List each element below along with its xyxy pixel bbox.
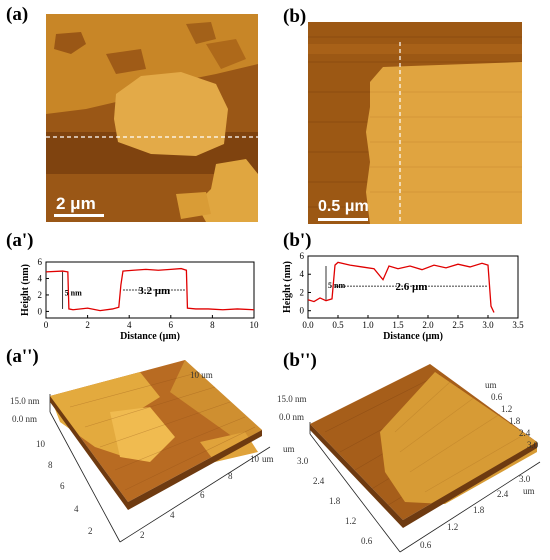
x-tick-label: 4 (127, 320, 132, 330)
panel-label-b-dprime: (b'') (283, 350, 317, 371)
back-tick-b: 1.2 (501, 404, 512, 414)
width-label: 2.6 μm (396, 281, 428, 293)
y-tick-label: 4 (38, 273, 43, 283)
y-tick-label: 2 (38, 290, 43, 300)
y-tick-label: 0 (38, 306, 43, 316)
axis2-tick-b: 0.6 (420, 540, 432, 550)
axis1-tick-b: 1.8 (329, 496, 341, 506)
scalebar-label-a: 2 μm (56, 194, 96, 213)
width-label: 3.2 μm (138, 285, 170, 297)
axis2-tick-b: 1.2 (447, 522, 458, 532)
plot-frame (45, 261, 255, 319)
panel-label-a-prime: (a') (6, 230, 34, 251)
y-tick-label: 6 (38, 257, 43, 267)
axis1-tick-b: 1.2 (345, 516, 356, 526)
x-tick-label: 10 (250, 320, 260, 330)
y-tick-label: 0 (300, 306, 305, 316)
axis2-unit-a: um (262, 454, 274, 464)
y-tick-label: 6 (300, 252, 305, 261)
z-top-label-a: 15.0 nm (10, 396, 40, 406)
y-tick-label: 2 (300, 287, 305, 297)
panel-label-b-prime: (b') (283, 230, 312, 251)
axis2-tick-a: 6 (200, 490, 205, 500)
afm-image-a: 2 μm (46, 14, 258, 222)
x-tick-label: 0.0 (302, 320, 314, 330)
axis1-tick-a: 8 (48, 460, 53, 470)
x-tick-label: 1.5 (392, 320, 404, 330)
x-tick-label: 0 (44, 320, 49, 330)
axis1-tick-b: 2.4 (313, 476, 325, 486)
chart-b-prime: 0.0 0.5 1.0 1.5 2.0 2.5 3.0 3.5 0 2 4 6 Distance (μm… (282, 252, 524, 342)
x-tick-label: 8 (210, 320, 215, 330)
profile-series-line (307, 261, 495, 313)
back-tick-b: 2.4 (519, 428, 531, 438)
axis1-unit-b: um (283, 444, 295, 454)
plot-frame (307, 255, 519, 319)
surface-a-dprime: 15.0 nm 0.0 nm 10 um 10 8 6 4 2 2 4 6 8 … (10, 360, 274, 543)
x-axis-label: Distance (μm) (120, 331, 180, 342)
step-height-label: 5 nm (328, 281, 345, 290)
x-axis-label: Distance (μm) (383, 331, 443, 342)
axis2-tick-a: 8 (228, 471, 233, 481)
axis2-tick-b: 2.4 (497, 489, 509, 499)
axis2-tick-b: 1.8 (473, 505, 485, 515)
scalebar-b (318, 218, 368, 221)
axis1-tick-b: 0.6 (361, 536, 373, 546)
y-tick-label: 4 (300, 269, 305, 279)
back-axis-label-a: 10 um (190, 370, 213, 380)
panel-label-a: (a) (6, 4, 29, 25)
panel-label-a-dprime: (a'') (6, 346, 39, 367)
z-bottom-label-a: 0.0 nm (12, 414, 37, 424)
axis1-tick-a: 6 (60, 481, 65, 491)
y-axis-label: Height (nm) (282, 261, 293, 313)
profile-series-line (45, 267, 255, 312)
axis1-tick-b: 3.0 (297, 456, 309, 466)
scalebar-label-b: 0.5 μm (318, 198, 369, 215)
back-axis-unit-b: um (485, 380, 497, 390)
surface-b-dprime: 15.0 nm 0.0 nm um 0.6 1.2 1.8 2.4 3.0 um… (277, 364, 541, 553)
z-top-label-b: 15.0 nm (277, 394, 307, 404)
axis1-tick-a: 10 (36, 439, 46, 449)
axis1-tick-a: 4 (74, 504, 79, 514)
panel-label-b: (b) (283, 6, 307, 27)
afm-image-b: 0.5 μm (308, 22, 522, 224)
x-tick-label: 3.5 (512, 320, 524, 330)
scalebar-a (54, 214, 104, 217)
x-tick-label: 0.5 (332, 320, 344, 330)
x-tick-label: 1.0 (362, 320, 374, 330)
back-tick-b: 0.6 (491, 392, 503, 402)
afm-image-a-graphic (46, 14, 258, 222)
back-tick-b: 1.8 (509, 416, 521, 426)
x-tick-label: 2 (85, 320, 90, 330)
axis2-tick-b: 3.0 (519, 474, 531, 484)
step-height-label: 5 nm (65, 288, 82, 297)
z-bottom-label-b: 0.0 nm (279, 412, 304, 422)
axis2-tick-a: 2 (140, 530, 145, 540)
y-axis-label: Height (nm) (20, 264, 31, 316)
axis1-tick-a: 2 (88, 526, 93, 536)
x-tick-label: 3.0 (482, 320, 494, 330)
x-tick-label: 6 (169, 320, 174, 330)
x-tick-label: 2.5 (452, 320, 464, 330)
axis2-unit-b: um (523, 486, 535, 496)
x-tick-label: 2.0 (422, 320, 434, 330)
back-tick-b: 3.0 (527, 440, 539, 450)
axis2-tick-a: 10 (250, 454, 260, 464)
afm-image-b-graphic (308, 22, 522, 224)
axis2-tick-a: 4 (170, 510, 175, 520)
